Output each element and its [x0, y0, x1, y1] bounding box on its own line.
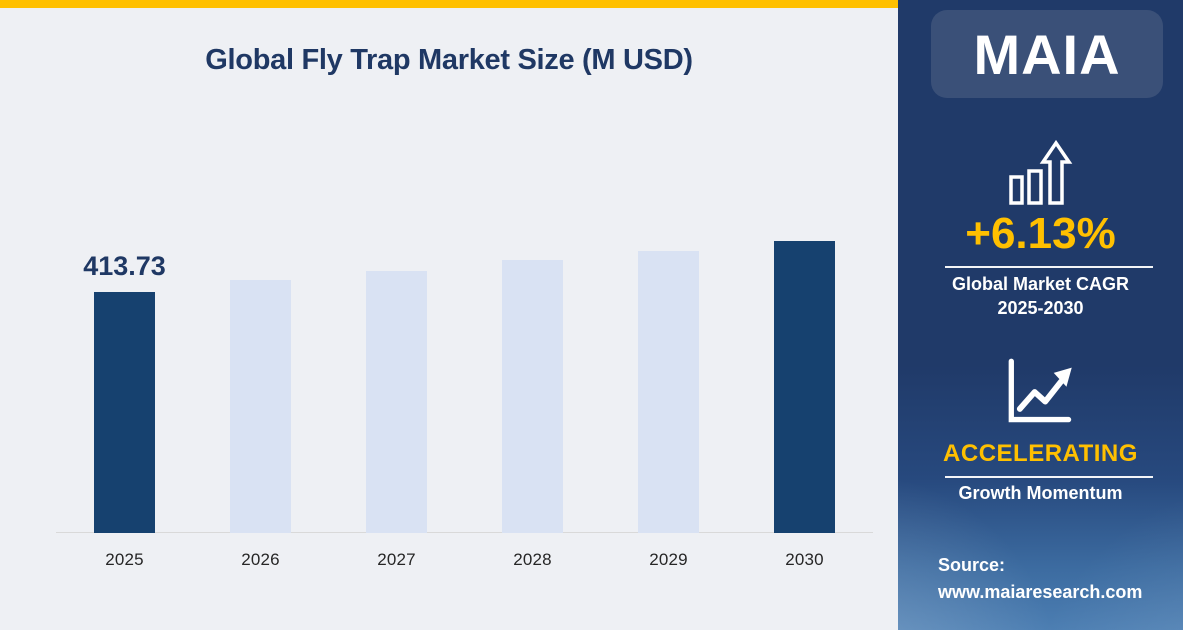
source-url[interactable]: www.maiaresearch.com [938, 582, 1143, 602]
bar-2030 [774, 241, 835, 533]
momentum-value: ACCELERATING [943, 440, 1138, 467]
cagr-label-line1: Global Market CAGR [951, 274, 1130, 294]
bar-2026 [230, 280, 291, 533]
x-axis-line [56, 532, 873, 533]
x-axis-label-2028: 2028 [513, 550, 552, 569]
bar-2025 [94, 292, 155, 533]
x-axis-label-2030: 2030 [785, 550, 824, 569]
x-axis-label-2026: 2026 [241, 550, 280, 569]
divider [945, 476, 1153, 478]
trend-line-icon [898, 358, 1183, 426]
bar-chart: 2025 413.73 2026 2027 2028 2029 2030 [56, 241, 873, 569]
chart-panel: Global Fly Trap Market Size (M USD) 2025… [0, 0, 898, 630]
brand-logo: MAIA [931, 10, 1163, 98]
chart-title: Global Fly Trap Market Size (M USD) [205, 44, 693, 76]
sidebar: MAIA +6.13% Global Market CAGR 2025-2030… [898, 0, 1183, 630]
bar-2029 [638, 251, 699, 533]
brand-logo-text: MAIA [973, 22, 1121, 86]
divider [945, 266, 1153, 268]
top-accent-bar [0, 0, 898, 8]
x-axis-label-2029: 2029 [649, 550, 688, 569]
bar-value-label-2025: 413.73 [83, 251, 166, 281]
x-axis-label-2027: 2027 [377, 550, 416, 569]
bar-2028 [502, 260, 563, 533]
source-label: Source: [938, 555, 1006, 575]
source-block: Source: www.maiaresearch.com [938, 552, 1142, 606]
bar-2027 [366, 271, 427, 533]
growth-bars-icon [898, 140, 1183, 206]
momentum-label: Growth Momentum [958, 483, 1123, 503]
cagr-value: +6.13% [965, 209, 1116, 258]
cagr-label: Global Market CAGR 2025-2030 [898, 272, 1183, 320]
cagr-label-line2: 2025-2030 [997, 298, 1084, 318]
x-axis-label-2025: 2025 [105, 550, 144, 569]
